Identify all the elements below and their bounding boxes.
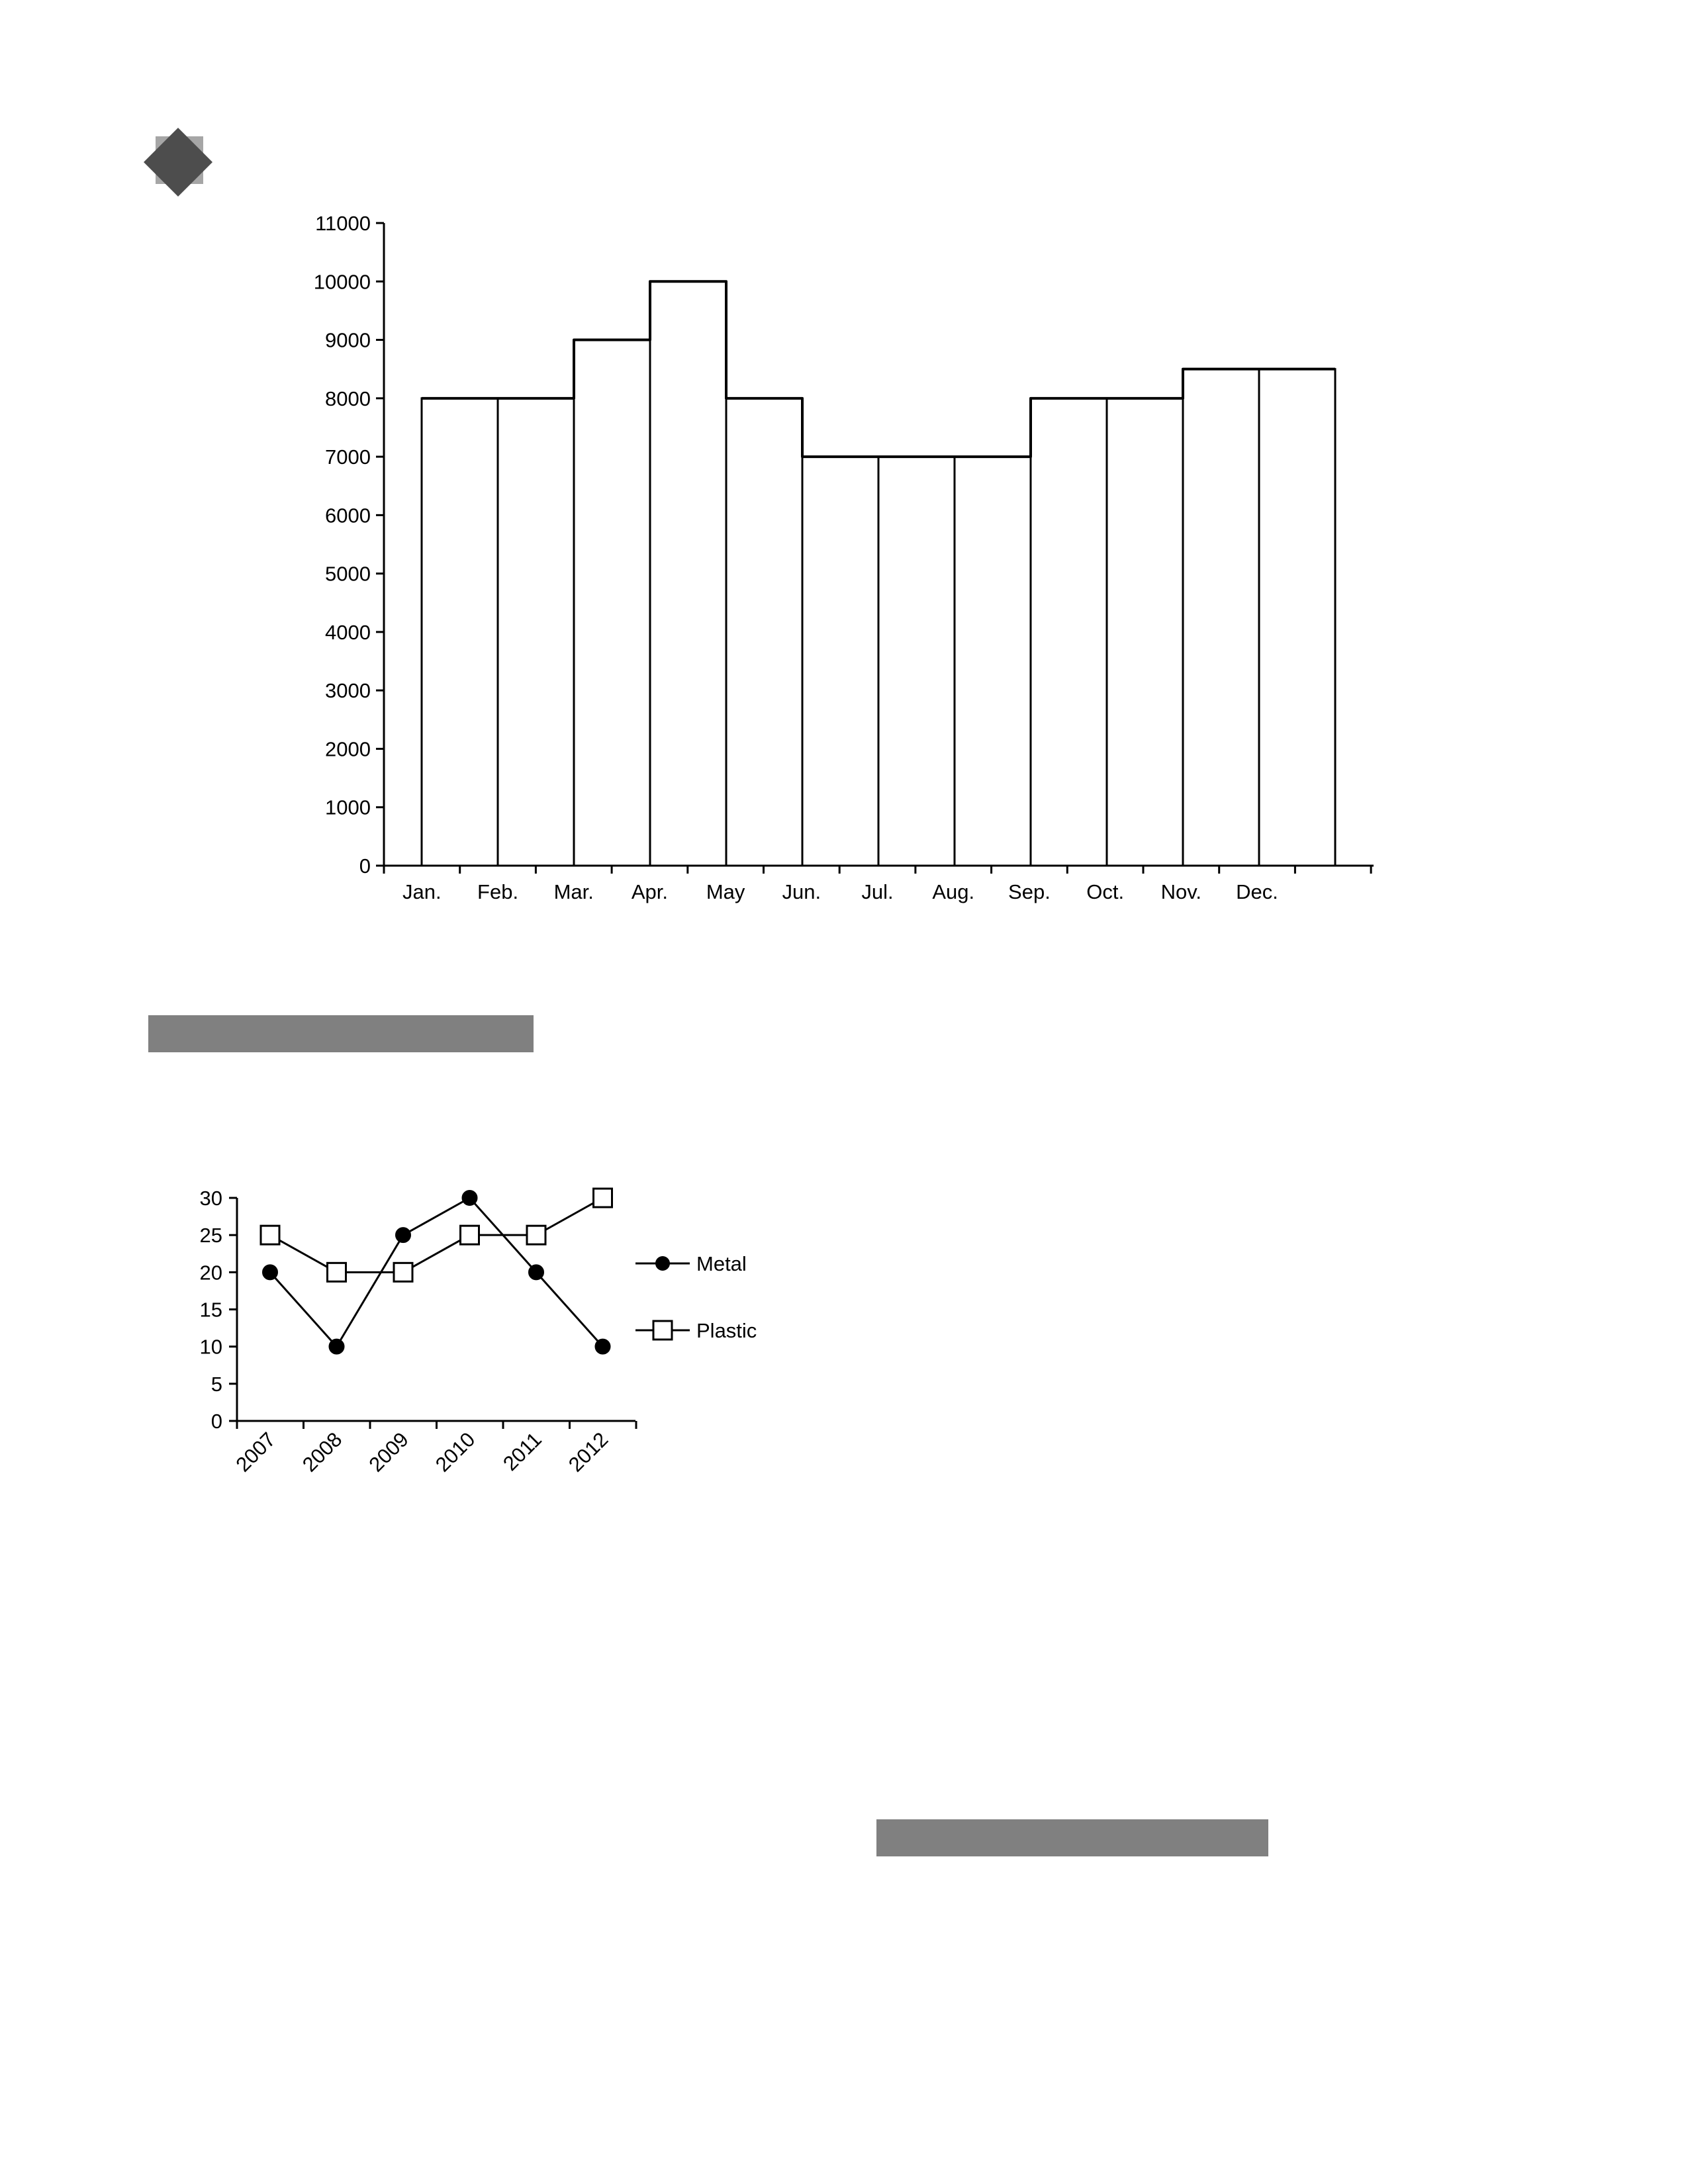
x-tick-label: Jun. [782, 880, 821, 903]
bar [877, 455, 956, 867]
point-plastic [526, 1224, 547, 1246]
point-plastic [592, 1187, 613, 1208]
x-tick-label: Mar. [554, 880, 594, 903]
bar [953, 455, 1032, 867]
point-metal [461, 1190, 478, 1206]
y-tick-label: 5 [211, 1373, 222, 1396]
point-metal [262, 1264, 278, 1281]
x-tick-label: Nov. [1161, 880, 1201, 903]
legend-marker-metal [655, 1256, 670, 1271]
material-line-chart [229, 1187, 690, 1429]
y-tick-label: 2000 [325, 737, 371, 760]
monthly-bar-chart [376, 222, 1374, 874]
point-metal [395, 1227, 411, 1244]
bar [1029, 397, 1108, 867]
y-tick-label: 10 [200, 1336, 222, 1359]
y-tick-label: 4000 [325, 621, 371, 644]
x-tick-label: 2011 [498, 1428, 546, 1475]
bar [725, 397, 804, 867]
point-plastic [326, 1261, 347, 1283]
y-tick-label: 6000 [325, 504, 371, 527]
bar [573, 339, 651, 867]
x-tick-label: Oct. [1086, 880, 1124, 903]
diamond-icon [144, 128, 212, 197]
y-tick-label: 15 [200, 1298, 222, 1322]
y-tick-label: 11000 [315, 212, 371, 235]
section-header-bar [148, 1015, 534, 1052]
y-tick-label: 5000 [325, 563, 371, 586]
x-tick-label: 2007 [231, 1428, 280, 1477]
point-metal [594, 1338, 611, 1355]
y-tick-label: 1000 [325, 796, 371, 819]
bar [801, 455, 880, 867]
x-tick-label: Aug. [932, 880, 974, 903]
bar [420, 397, 499, 867]
y-tick-label: 10000 [314, 270, 371, 293]
legend-label: Metal [696, 1252, 747, 1275]
point-metal [528, 1264, 544, 1281]
bar [1258, 368, 1336, 867]
legend-label: Plastic [696, 1319, 757, 1342]
x-tick-label: 2012 [564, 1428, 613, 1477]
x-tick-label: 2009 [364, 1428, 413, 1477]
bar [1182, 368, 1260, 867]
point-metal [328, 1338, 345, 1355]
y-tick-label: 3000 [325, 679, 371, 702]
x-tick-label: May [706, 880, 745, 903]
y-tick-label: 9000 [325, 329, 371, 352]
diamond-icon-front [144, 128, 212, 197]
series-line-plastic [269, 1197, 604, 1273]
x-tick-label: 2010 [431, 1428, 480, 1477]
point-plastic [459, 1224, 480, 1246]
legend-marker-plastic [652, 1320, 673, 1341]
x-tick-label: Sep. [1008, 880, 1051, 903]
y-tick-label: 7000 [325, 445, 371, 469]
bar [496, 397, 575, 867]
x-tick-label: 2008 [298, 1428, 347, 1477]
y-tick-label: 30 [200, 1187, 222, 1210]
x-tick-label: Jan. [402, 880, 442, 903]
x-tick-label: Dec. [1236, 880, 1278, 903]
value-outline [422, 280, 1335, 459]
x-tick-label: Apr. [632, 880, 668, 903]
point-plastic [393, 1261, 414, 1283]
y-tick-label: 0 [211, 1410, 222, 1433]
point-plastic [259, 1224, 281, 1246]
y-tick-label: 25 [200, 1224, 222, 1247]
series-line-metal [269, 1197, 604, 1349]
x-tick-label: Feb. [477, 880, 518, 903]
section-header-bar-lower [876, 1819, 1268, 1856]
x-tick-label: Jul. [861, 880, 893, 903]
y-tick-label: 8000 [325, 387, 371, 410]
y-tick-label: 0 [359, 854, 371, 878]
bar [649, 280, 727, 867]
y-tick-label: 20 [200, 1261, 222, 1284]
bar [1105, 397, 1184, 867]
